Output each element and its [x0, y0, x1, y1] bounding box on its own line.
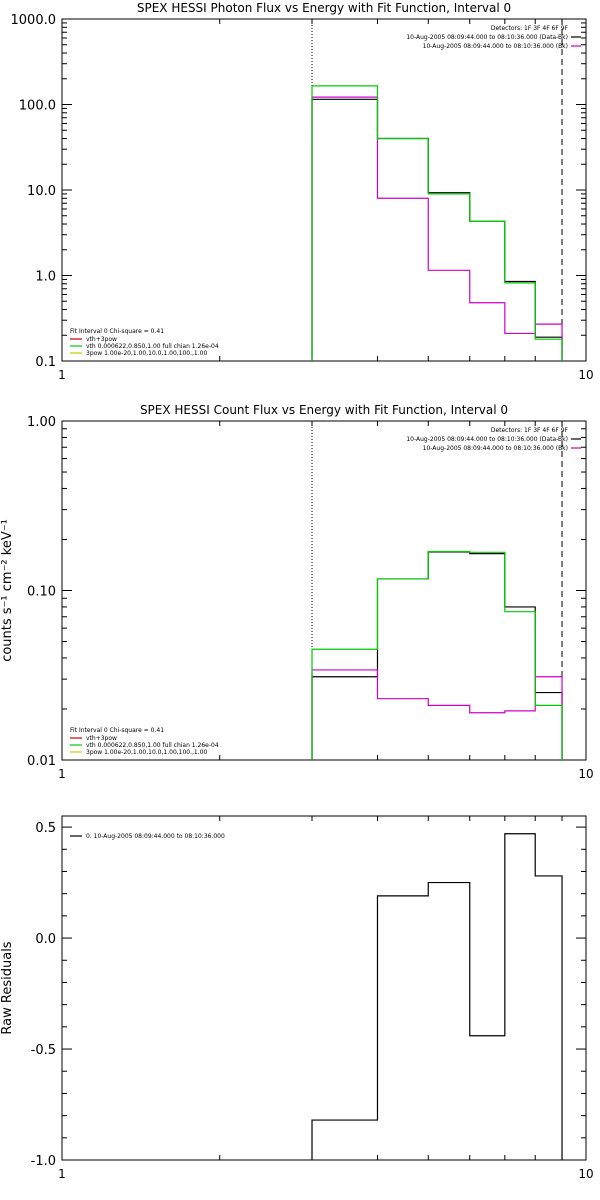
y-tick-label: 1.0: [35, 270, 56, 285]
y-tick-label: 10.0: [27, 184, 56, 199]
y-tick-label: 0.1: [35, 355, 56, 370]
legend-entry: 10-Aug-2005 08:09:44.000 to 08:10:36.000…: [406, 436, 568, 443]
x-tick-label: 1: [58, 1167, 66, 1181]
y-axis-title: counts s⁻¹ cm⁻² keV⁻¹: [0, 519, 15, 662]
series-line-3: [311, 85, 563, 361]
series-line-1: [311, 551, 563, 760]
chart-title: SPEX HESSI Photon Flux vs Energy with Fi…: [137, 1, 511, 15]
y-tick-label: -0.5: [31, 1043, 56, 1058]
legend-entry: Detectors: 1F 3F 4F 6F 9F: [491, 25, 569, 32]
legend-entry: vth+3pow: [86, 336, 117, 343]
x-tick-label: 10: [578, 767, 593, 781]
x-tick-label: 10: [578, 368, 593, 382]
x-tick-label: 1: [58, 767, 66, 781]
fit-summary-text: Fit Interval 0 Chi-square = 0.41: [70, 328, 164, 335]
legend-entry: 3pow 1.00e-20,1.00,10.0,1.00,100.,1.00: [86, 350, 207, 357]
plot-frame: [61, 815, 587, 1161]
series-line-2: [311, 96, 563, 361]
legend-entry: vth 0.000622,0.850,1.00 full chian 1.26e…: [86, 343, 219, 350]
legend-entry: 3pow 1.00e-20,1.00,10.0,1.00,100.,1.00: [86, 749, 207, 756]
chart-panel-1: SPEX HESSI Photon Flux vs Energy with Fi…: [11, 1, 594, 382]
y-tick-label: 0.01: [27, 754, 56, 769]
chart-title: SPEX HESSI Count Flux vs Energy with Fit…: [140, 403, 508, 417]
legend-entry: 0. 10-Aug-2005 08:09:44.000 to 08:10:36.…: [86, 833, 225, 840]
legend-entry: vth+3pow: [86, 735, 117, 742]
fit-summary-text: Fit Interval 0 Chi-square = 0.41: [70, 727, 164, 734]
legend-entry: 10-Aug-2005 08:09:44.000 to 08:10:36.000…: [406, 34, 568, 41]
y-tick-label: 1.00: [27, 415, 56, 430]
y-axis-title: Raw Residuals: [0, 941, 15, 1034]
legend-entry: 10-Aug-2005 08:09:44.000 to 08:10:36.000…: [423, 43, 568, 50]
chart-panel-2: SPEX HESSI Count Flux vs Energy with Fit…: [0, 403, 594, 781]
y-tick-label: 0.0: [35, 932, 56, 947]
y-tick-label: 100.0: [19, 99, 56, 114]
y-tick-label: 1000.0: [11, 13, 57, 28]
series-line-1: [311, 833, 563, 1160]
legend-entry: Detectors: 1F 3F 4F 6F 9F: [491, 427, 569, 434]
x-tick-label: 10: [578, 1167, 593, 1181]
plot-frame: [61, 18, 587, 362]
x-tick-label: 1: [58, 368, 66, 382]
y-tick-label: 0.10: [27, 585, 56, 600]
series-line-3: [311, 550, 563, 760]
legend-entry: 10-Aug-2005 08:09:44.000 to 08:10:36.000…: [423, 445, 568, 452]
y-tick-label: -1.0: [31, 1154, 56, 1169]
series-line-1: [311, 98, 563, 361]
chart-panel-3: 1 10 -1.0 -0.5 0.0 0.5 Raw Residuals 0. 10-Aug-…: [0, 815, 594, 1181]
series-line-2: [311, 669, 563, 760]
legend-entry: vth 0.000622,0.850,1.00 full chian 1.26e…: [86, 742, 219, 749]
y-tick-label: 0.5: [35, 821, 56, 836]
plot-frame: [61, 420, 587, 761]
